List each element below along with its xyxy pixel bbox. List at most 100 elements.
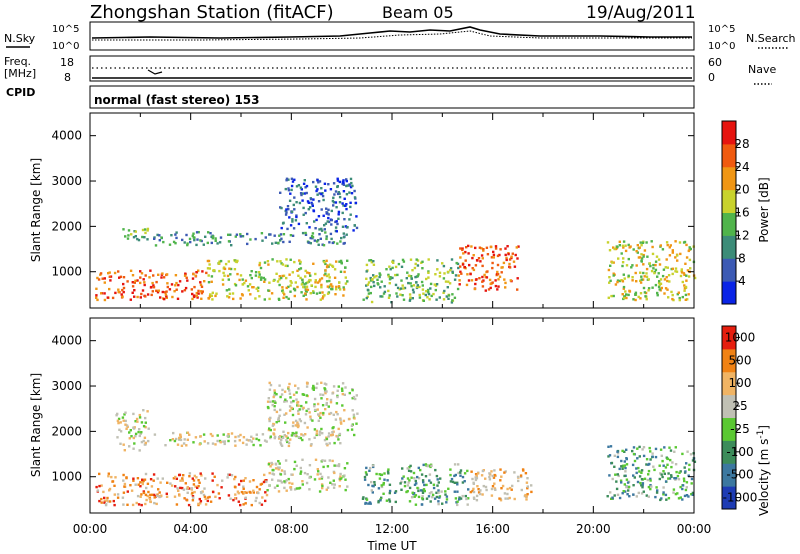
power-scatter-cell [367,281,371,284]
velocity-scatter-cell [125,424,129,427]
power-scatter-cell [508,258,512,261]
power-scatter-cell [665,276,668,279]
velocity-scatter-cell [279,408,282,412]
power-scatter-cell [320,229,324,232]
power-scatter-cell [382,292,386,295]
power-scatter-cell [131,291,134,294]
power-scatter-cell [491,261,494,265]
power-scatter-cell [197,289,200,293]
velocity-scatter-cell [172,477,176,480]
velocity-scatter-cell [461,475,465,479]
power-scatter-cell [337,285,341,288]
power-scatter-cell [438,296,441,299]
velocity-scatter-cell [292,393,296,396]
velocity-scatter-cell [623,450,626,453]
velocity-scatter-cell [501,484,505,488]
velocity-scatter-cell [321,486,324,490]
power-scatter-cell [646,255,649,258]
power-scatter-cell [233,268,237,271]
velocity-scatter-cell [136,420,139,423]
velocity-scatter-cell [400,488,403,491]
velocity-scatter-cell [437,500,440,503]
power-scatter-cell [288,240,291,243]
power-scatter-cell [178,280,182,283]
power-scatter-cell [372,260,375,263]
power-scatter-cell [504,253,507,257]
velocity-scatter-cell [276,484,279,487]
power-scatter-cell [311,204,314,207]
power-scatter-cell [186,242,189,245]
velocity-scatter-cell [186,486,189,490]
power-scatter-cell [459,247,462,250]
power-scatter-cell [315,189,318,193]
power-scatter-cell [424,293,427,297]
power-scatter-cell [387,289,390,293]
velocity-scatter-cell [267,397,270,400]
power-scatter-cell [366,295,369,298]
power-scatter-cell [314,185,318,188]
velocity-scatter-cell [280,393,284,396]
velocity-scatter-cell [679,470,682,473]
power-scatter-cell [194,274,197,277]
velocity-scatter-cell [506,492,509,496]
power-scatter-cell [210,241,213,245]
power-scatter-cell [654,263,657,267]
velocity-scatter-cell [666,463,669,466]
power-scatter-cell [143,281,146,284]
velocity-scatter-cell [230,474,234,477]
power-scatter-cell [409,282,412,285]
power-scatter-cell [223,267,227,271]
power-scatter-region [153,231,348,247]
power-scatter-cell [331,287,334,291]
power-scatter-cell [475,278,478,281]
velocity-scatter-cell [115,414,118,417]
power-scatter-cell [430,294,433,298]
velocity-scatter-cell [222,433,225,436]
power-scatter-cell [185,233,188,237]
power-scatter-cell [186,243,189,247]
velocity-scatter-cell [277,479,280,482]
power-scatter-cell [195,231,199,234]
velocity-scatter-cell [346,485,349,488]
power-scatter-cell [239,235,242,238]
velocity-scatter-cell [134,432,138,436]
velocity-scatter-cell [333,464,336,467]
power-scatter-region [362,258,460,304]
power-scatter-cell [450,301,454,304]
velocity-scatter-cell [508,496,511,500]
velocity-scatter-cell [474,473,478,476]
velocity-scatter-cell [243,491,246,494]
velocity-scatter-cell [417,477,421,480]
power-scatter-cell [320,192,323,196]
power-colorbar-segment [722,121,736,145]
power-scatter-cell [650,269,654,273]
velocity-scatter-cell [341,404,344,407]
power-scatter-cell [342,236,346,239]
velocity-scatter-cell [279,443,283,446]
velocity-scatter-cell [325,437,329,441]
velocity-scatter-cell [188,475,191,478]
velocity-scatter-cell [607,445,610,448]
velocity-ylabel: Slant Range [km] [29,373,43,477]
power-scatter-cell [486,253,490,256]
power-scatter-cell [678,241,682,244]
power-scatter-cell [659,278,663,281]
velocity-scatter-cell [503,471,506,474]
velocity-scatter-cell [337,427,340,431]
power-scatter-cell [139,270,142,273]
velocity-scatter-region [153,431,342,448]
velocity-scatter-cell [693,460,697,463]
velocity-scatter-cell [651,452,654,455]
power-scatter-cell [141,228,145,232]
power-scatter-cell [352,229,355,232]
velocity-scatter-cell [144,472,148,476]
power-scatter-cell [477,257,481,260]
velocity-scatter-cell [171,438,175,441]
velocity-scatter-cell [126,425,129,428]
velocity-scatter-cell [123,485,126,488]
power-scatter-cell [474,264,478,267]
power-scatter-cell [516,257,519,260]
velocity-colorbar-segment [722,348,736,373]
velocity-scatter-cell [453,481,456,484]
power-scatter-cell [506,245,509,248]
